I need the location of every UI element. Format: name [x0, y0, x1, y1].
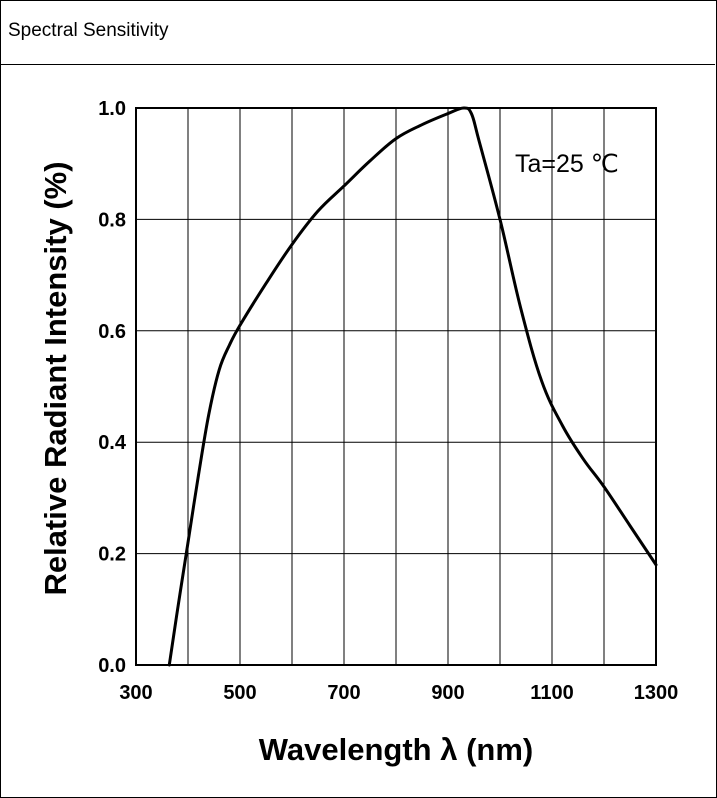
header-row: Spectral Sensitivity: [0, 0, 715, 65]
grid: [136, 108, 656, 665]
y-tick-label: 0.2: [98, 544, 126, 566]
x-tick-labels: 300 500 700 900 1100 1300: [119, 682, 678, 704]
y-tick-label: 1.0: [98, 98, 126, 120]
y-tick-label: 0.4: [98, 432, 127, 454]
page-title: Spectral Sensitivity: [8, 20, 169, 41]
y-tick-label: 0.6: [98, 321, 126, 343]
x-tick-label: 1100: [530, 682, 573, 704]
x-tick-label: 500: [223, 682, 256, 704]
y-tick-label: 0.8: [98, 209, 126, 231]
temperature-annotation: Ta=25 ℃: [515, 150, 619, 178]
x-axis-label: Wavelength λ (nm): [259, 732, 533, 767]
series-line: [167, 106, 658, 667]
y-tick-label: 0.0: [98, 655, 126, 677]
x-tick-label: 900: [431, 682, 464, 704]
x-tick-label: 1300: [634, 682, 679, 704]
y-axis-label: Relative Radiant Intensity (%): [38, 161, 73, 595]
y-tick-labels: 0.0 0.2 0.4 0.6 0.8 1.0: [98, 98, 127, 677]
plot-border: [135, 107, 657, 666]
x-tick-label: 700: [327, 682, 360, 704]
x-tick-label: 300: [119, 682, 152, 704]
